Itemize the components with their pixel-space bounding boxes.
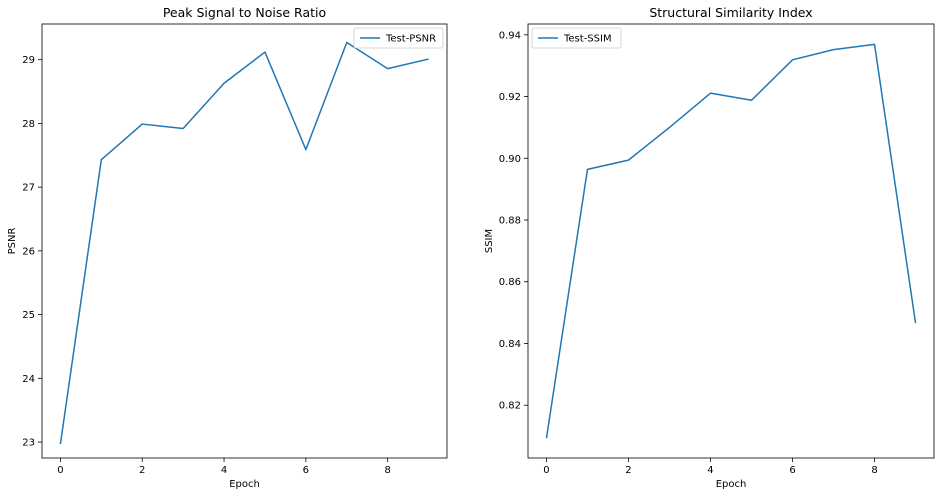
- x-tick-label: 4: [707, 465, 713, 476]
- x-axis-label: Epoch: [229, 479, 260, 490]
- series-line-0: [545, 43, 917, 439]
- plot-frame: [41, 23, 448, 459]
- y-tick-label: 25: [22, 310, 35, 321]
- y-tick-label: 29: [22, 55, 35, 66]
- series-line-0: [59, 41, 429, 445]
- y-tick-label: 28: [22, 119, 35, 130]
- x-tick-label: 6: [789, 465, 795, 476]
- y-tick-label: 0.88: [499, 216, 521, 227]
- x-tick-label: 0: [57, 465, 63, 476]
- x-tick-label: 2: [625, 465, 631, 476]
- y-axis-label: PSNR: [7, 228, 18, 255]
- chart-title: Peak Signal to Noise Ratio: [163, 5, 326, 20]
- legend-box: [531, 27, 622, 49]
- x-tick-label: 2: [139, 465, 145, 476]
- y-tick-label: 0.84: [499, 339, 521, 350]
- x-tick-label: 8: [384, 465, 390, 476]
- y-tick-label: 0.92: [499, 92, 521, 103]
- legend: Test-SSIM: [531, 27, 622, 49]
- legend-label: Test-SSIM: [563, 34, 612, 45]
- y-tick-label: 0.82: [499, 401, 521, 412]
- y-tick-label: 27: [22, 183, 35, 194]
- x-tick-label: 0: [543, 465, 549, 476]
- y-tick-label: 23: [22, 438, 35, 449]
- plot-frame: [527, 23, 935, 459]
- legend-label: Test-PSNR: [385, 34, 436, 45]
- y-axis-label: SSIM: [484, 229, 495, 253]
- x-tick-label: 4: [221, 465, 227, 476]
- y-tick-label: 0.90: [499, 154, 521, 165]
- chart-title: Structural Similarity Index: [649, 5, 812, 20]
- chart-panel-1: Structural Similarity Index 0 2 4 6 8 0.82 0.84…: [484, 5, 935, 490]
- x-axis-label: Epoch: [716, 479, 747, 490]
- legend-box: [353, 27, 444, 49]
- y-tick-label: 26: [22, 246, 35, 257]
- y-tick-label: 0.86: [499, 277, 521, 288]
- x-tick-label: 6: [303, 465, 309, 476]
- y-tick-label: 0.94: [499, 30, 521, 41]
- legend: Test-PSNR: [353, 27, 444, 49]
- x-tick-label: 8: [871, 465, 877, 476]
- y-tick-label: 24: [22, 374, 35, 385]
